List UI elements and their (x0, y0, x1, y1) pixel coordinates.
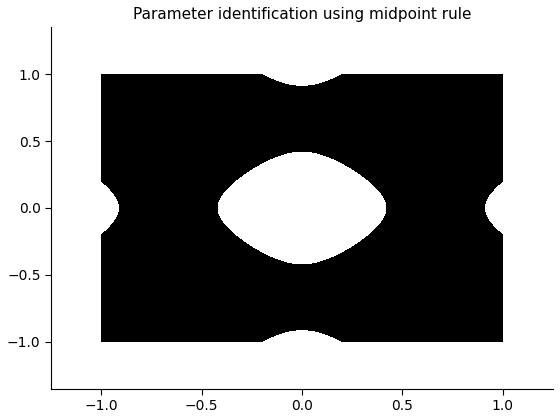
Title: Parameter identification using midpoint rule: Parameter identification using midpoint … (133, 7, 472, 22)
